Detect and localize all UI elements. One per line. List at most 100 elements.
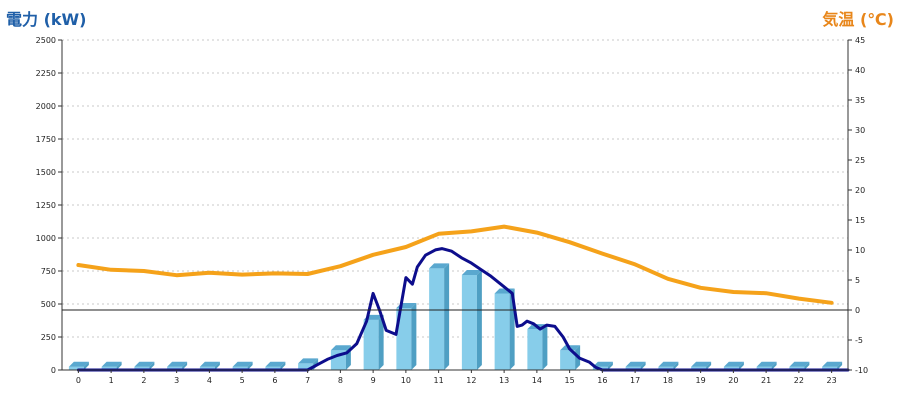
bar-front	[363, 319, 379, 370]
x-tick-label: 16	[597, 376, 607, 385]
bar-top	[68, 361, 89, 367]
bar-front	[691, 366, 707, 370]
bar-top	[167, 361, 188, 367]
bar-side	[247, 361, 253, 370]
bar-front	[625, 366, 641, 370]
bar-side	[411, 302, 417, 370]
x-tick-label: 8	[338, 376, 343, 385]
bar-front	[167, 366, 183, 370]
bar-5	[232, 361, 253, 370]
bar-21	[756, 361, 777, 370]
bar-top	[199, 361, 220, 367]
bar-side	[640, 361, 646, 370]
bar-side	[444, 263, 450, 370]
bar-top	[691, 361, 712, 367]
x-tick-label: 2	[141, 376, 146, 385]
bar-front	[756, 366, 772, 370]
bar-19	[691, 361, 712, 370]
y-left-tick-label: 1750	[36, 135, 56, 144]
bar-top	[265, 361, 286, 367]
y-left-tick-label: 1500	[36, 168, 56, 177]
bar-side	[182, 361, 188, 370]
x-tick-label: 7	[305, 376, 310, 385]
bar-front	[723, 366, 739, 370]
bar-17	[625, 361, 646, 370]
bar-top	[625, 361, 646, 367]
y-right-tick-label: 35	[855, 96, 865, 105]
x-tick-label: 18	[663, 376, 673, 385]
y-left-tick-label: 2500	[36, 36, 56, 45]
bar-0	[68, 361, 89, 370]
bar-12	[461, 269, 482, 370]
bar-side	[771, 361, 777, 370]
bar-side	[542, 324, 548, 370]
x-tick-label: 5	[240, 376, 245, 385]
bar-side	[149, 361, 155, 370]
bar-top	[330, 345, 351, 351]
bar-3	[167, 361, 188, 370]
temperature-line	[76, 224, 834, 305]
y-left-tick-label: 250	[41, 333, 56, 342]
bar-front	[560, 350, 576, 370]
y-right-tick-label: 20	[855, 186, 865, 195]
bar-20	[723, 361, 744, 370]
bar-4	[199, 361, 220, 370]
x-tick-label: 21	[761, 376, 771, 385]
bar-6	[265, 361, 286, 370]
y-axis-title-temperature: 気温 (℃)	[822, 10, 894, 29]
bar-side	[83, 361, 89, 370]
bar-top	[756, 361, 777, 367]
bar-top	[822, 361, 843, 367]
x-tick-label: 11	[434, 376, 444, 385]
y-right-tick-label: 5	[855, 276, 860, 285]
y-left-tick-label: 1250	[36, 201, 56, 210]
bar-front	[68, 366, 84, 370]
bar-side	[706, 361, 712, 370]
bar-front	[232, 366, 248, 370]
x-tick-label: 9	[371, 376, 376, 385]
x-tick-label: 19	[696, 376, 706, 385]
bar-top	[298, 358, 319, 364]
bar-18	[658, 361, 679, 370]
y-axis-title-power: 電力 (kW)	[6, 10, 87, 29]
bar-side	[837, 361, 843, 370]
bar-front	[822, 366, 838, 370]
bar-front	[461, 274, 477, 370]
bar-front	[396, 307, 412, 370]
bar-side	[214, 361, 220, 370]
bar-side	[738, 361, 744, 370]
x-tick-label: 1	[109, 376, 114, 385]
x-tick-label: 12	[466, 376, 476, 385]
bar-front	[658, 366, 674, 370]
x-tick-label: 15	[565, 376, 575, 385]
bar-side	[378, 314, 384, 370]
x-tick-label: 6	[272, 376, 277, 385]
bar-side	[673, 361, 679, 370]
y-right-tick-label: 15	[855, 216, 865, 225]
bar-14	[527, 324, 548, 370]
bar-2	[134, 361, 155, 370]
y-left-tick-label: 2250	[36, 69, 56, 78]
bar-front	[429, 268, 445, 370]
y-right-tick-label: 0	[855, 306, 860, 315]
x-tick-label: 14	[532, 376, 542, 385]
bar-10	[396, 302, 417, 370]
bar-13	[494, 288, 515, 370]
y-left-tick-label: 2000	[36, 102, 56, 111]
bar-front	[494, 293, 510, 370]
bar-top	[723, 361, 744, 367]
bar-23	[822, 361, 843, 370]
x-tick-label: 3	[174, 376, 179, 385]
x-tick-label: 23	[827, 376, 837, 385]
y-right-tick-label: -10	[855, 366, 868, 375]
bar-front	[199, 366, 215, 370]
bar-top	[658, 361, 679, 367]
y-left-tick-label: 500	[41, 300, 56, 309]
bar-11	[429, 263, 450, 370]
bar-side	[476, 269, 482, 370]
x-tick-label: 13	[499, 376, 509, 385]
bar-side	[804, 361, 810, 370]
x-tick-label: 0	[76, 376, 81, 385]
bar-front	[298, 363, 314, 370]
